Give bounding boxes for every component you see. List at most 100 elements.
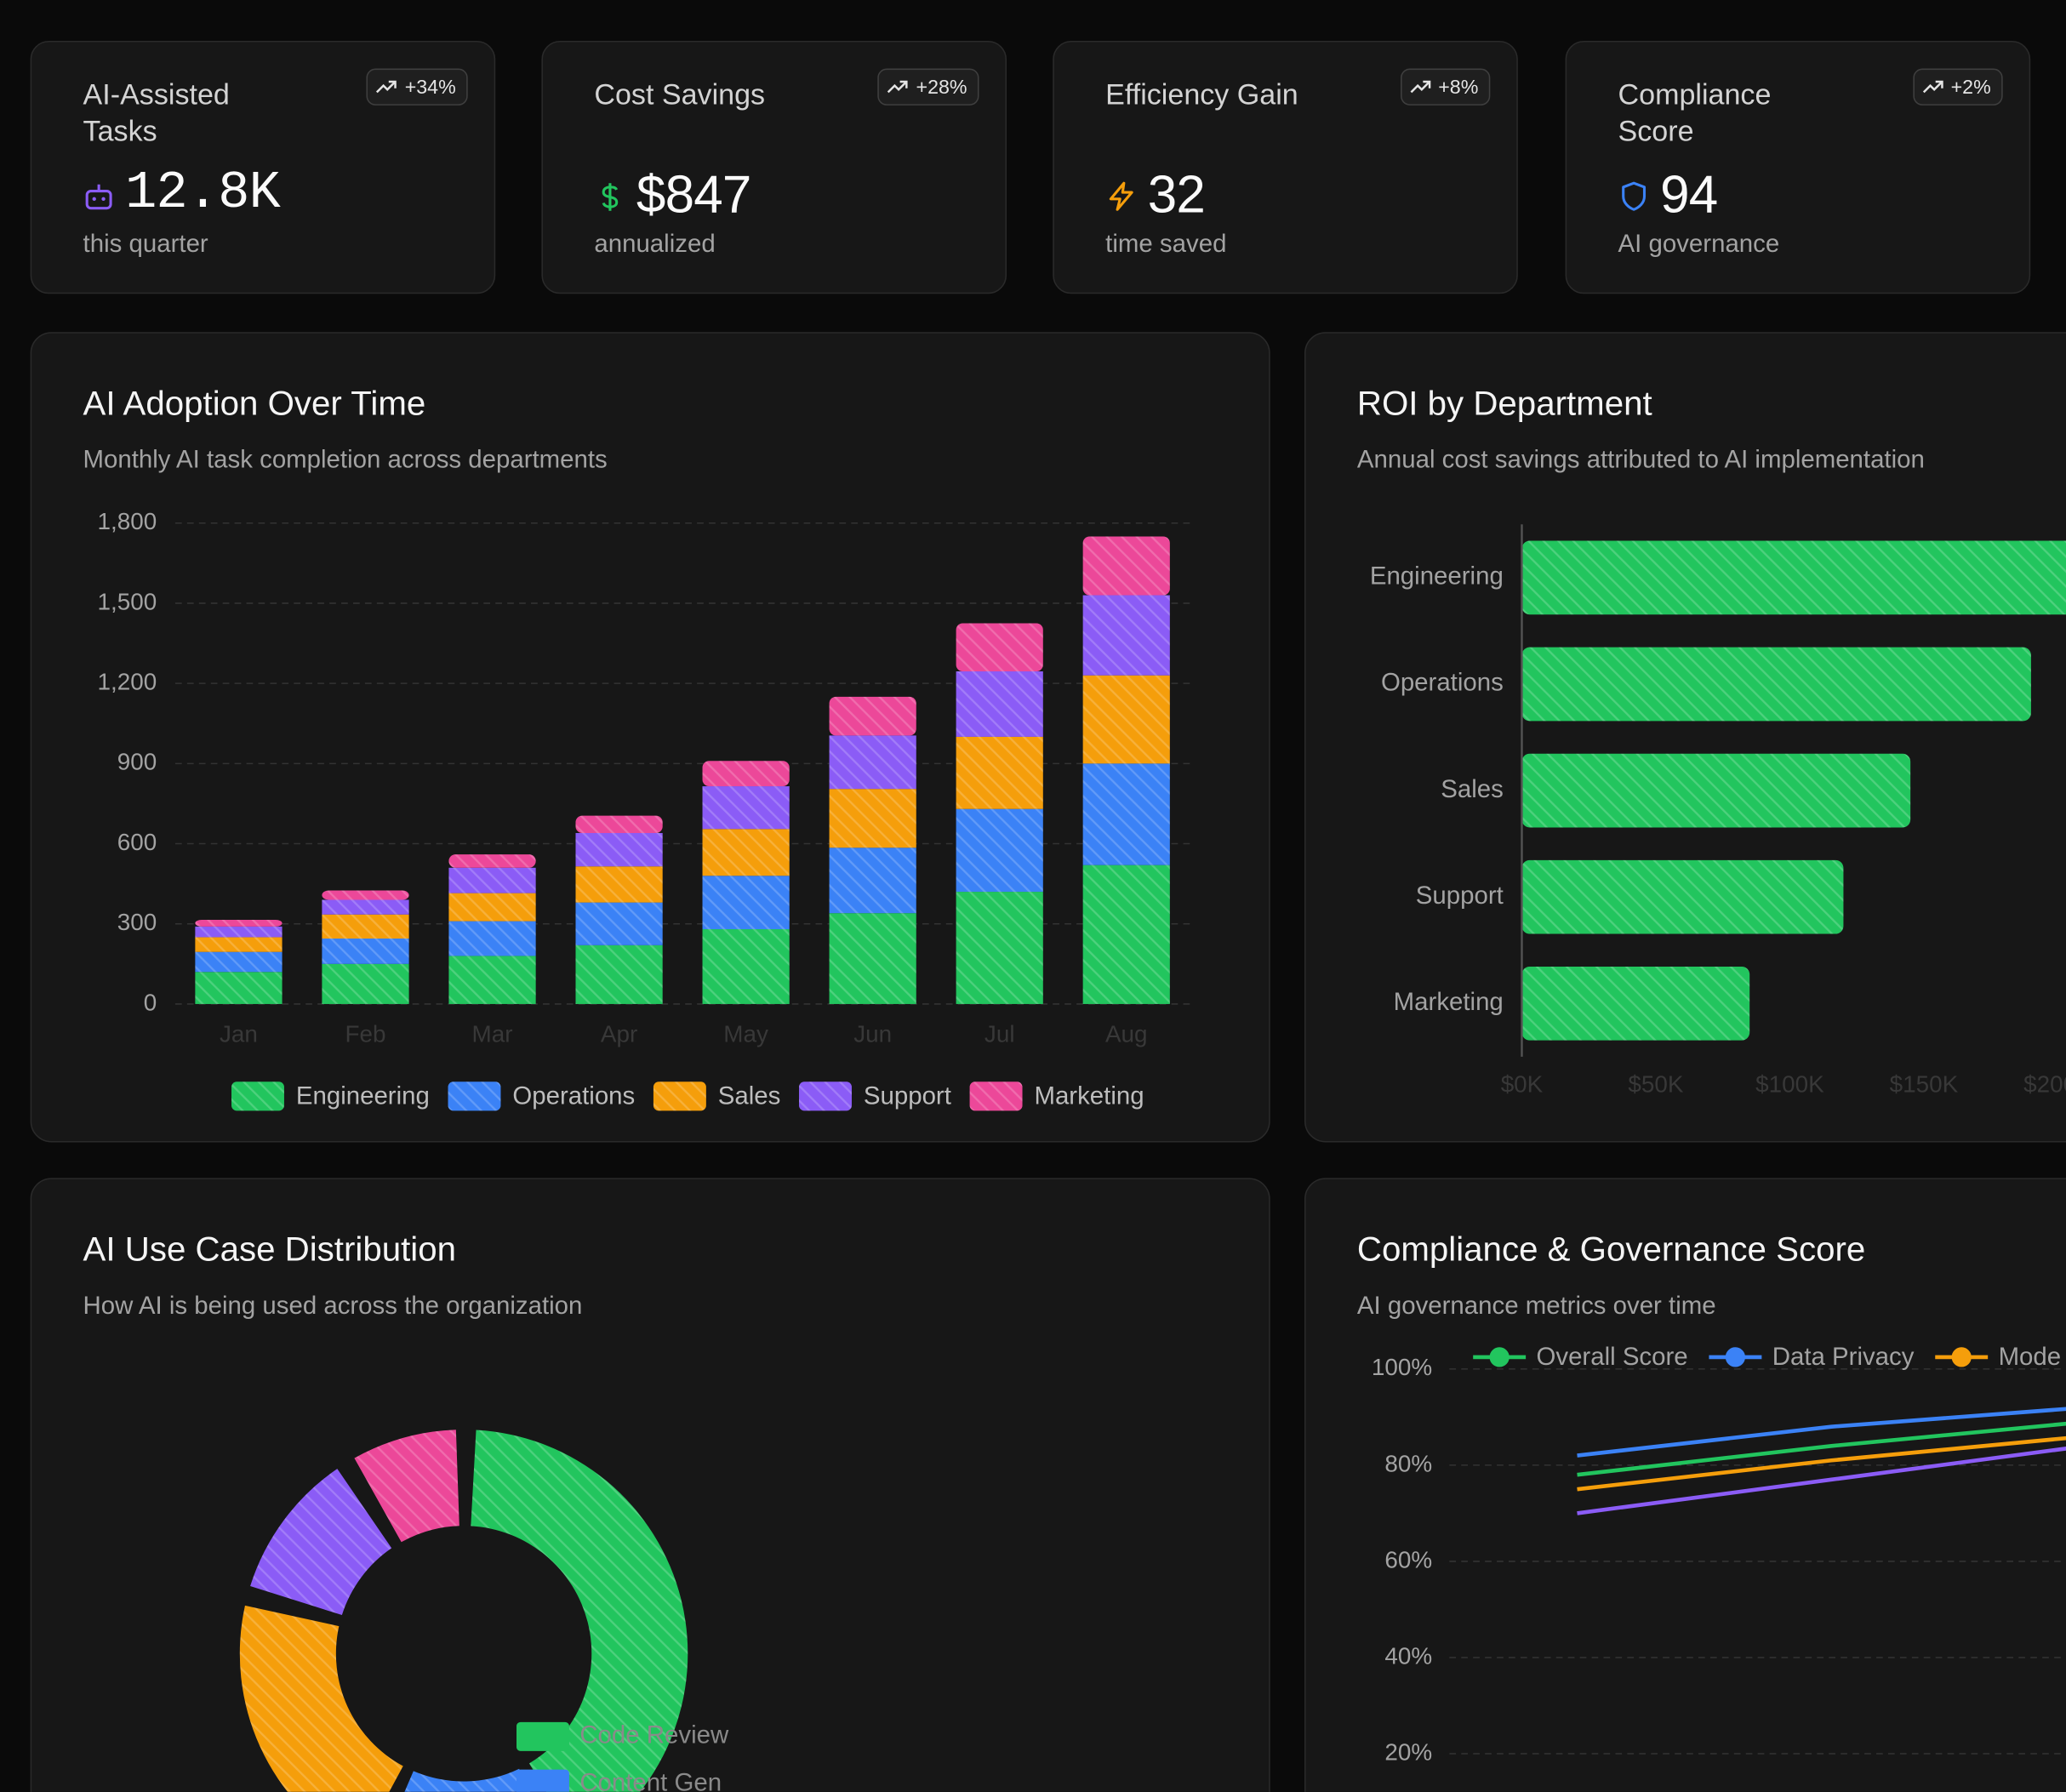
y-tick-label: Marketing	[1394, 988, 1504, 1016]
legend-label: Marketing	[1034, 1082, 1144, 1110]
legend-swatch	[516, 1721, 569, 1751]
bar-segment	[956, 623, 1043, 672]
bar-segment	[702, 876, 790, 930]
donut-slice	[471, 1430, 688, 1792]
trend-badge: +34%	[366, 68, 468, 106]
bar	[1521, 647, 2031, 722]
bar-segment	[575, 815, 663, 833]
bar-segment	[322, 914, 409, 939]
y-tick-label: Support	[1416, 882, 1504, 910]
legend-label: Support	[864, 1082, 951, 1110]
kpi-card: Efficiency Gain +8% 32 time saved	[1053, 41, 1518, 294]
bar-segment	[1082, 763, 1170, 865]
bar-segment	[575, 866, 663, 903]
kpi-title: Efficiency Gain	[1105, 77, 1298, 111]
legend-swatch	[448, 1081, 501, 1111]
kpi-title: AI-Assisted Tasks	[83, 77, 230, 148]
chart-title: ROI by Department	[1357, 385, 1652, 423]
line-series	[1577, 1447, 2066, 1515]
chart-title: AI Adoption Over Time	[83, 385, 426, 423]
legend-dot	[1725, 1347, 1746, 1367]
badge-text: +34%	[404, 76, 456, 99]
legend-label: Data Privacy	[1772, 1343, 1915, 1371]
badge-text: +2%	[1950, 76, 1991, 99]
y-tick-label: 900	[117, 749, 157, 775]
y-tick-label: 100%	[1372, 1354, 1432, 1380]
y-tick-label: 60%	[1384, 1546, 1432, 1572]
bar-segment	[1082, 595, 1170, 676]
bar-segment	[829, 696, 916, 736]
y-tick-label: Engineering	[1370, 562, 1504, 591]
bar-segment	[322, 899, 409, 915]
bar-segment	[322, 963, 409, 1004]
bar-segment	[322, 890, 409, 900]
legend-label: Engineering	[296, 1082, 430, 1110]
donut-slice	[354, 1430, 459, 1543]
kpi-card: Cost Savings +28% $847 annualized	[541, 41, 1007, 294]
bar	[1521, 753, 1911, 828]
donut-slice	[239, 1605, 403, 1792]
chart-panel	[1304, 1178, 2066, 1792]
x-tick-label: Aug	[1105, 1020, 1148, 1047]
bar-segment	[448, 921, 536, 956]
trend-badge: +8%	[1400, 68, 1491, 106]
bar-segment	[956, 808, 1043, 893]
bar-segment	[702, 829, 790, 876]
bar-segment	[956, 892, 1043, 1004]
chart-title: AI Use Case Distribution	[83, 1230, 456, 1269]
bar-segment	[575, 902, 663, 945]
bar-segment	[1082, 536, 1170, 596]
legend-label: Mode	[1999, 1343, 2062, 1371]
bar-segment	[195, 926, 283, 938]
kpi-value: 32	[1147, 166, 1206, 225]
y-tick-label: 1,800	[98, 508, 157, 534]
bar-segment	[195, 920, 283, 927]
robot-icon	[85, 184, 112, 210]
legend-swatch	[969, 1081, 1023, 1111]
chart-subtitle: Annual cost savings attributed to AI imp…	[1357, 446, 1925, 474]
y-tick-label: 80%	[1384, 1450, 1432, 1476]
kpi-title: Cost Savings	[594, 77, 766, 111]
y-tick-label: 1,500	[98, 588, 157, 614]
x-tick-label: Apr	[601, 1020, 637, 1047]
bar-segment	[195, 937, 283, 952]
bar-segment	[956, 736, 1043, 809]
bar-segment	[448, 893, 536, 922]
bar-segment	[702, 929, 790, 1004]
badge-text: +28%	[916, 76, 967, 99]
legend-swatch	[653, 1081, 706, 1111]
kpi-title: Compliance Score	[1618, 77, 1772, 148]
kpi-value: 12.8K	[125, 164, 281, 225]
bar-segment	[575, 945, 663, 1004]
bar-segment	[829, 847, 916, 914]
bar-segment	[829, 735, 916, 790]
y-tick-label: 20%	[1384, 1738, 1432, 1765]
donut-slice	[250, 1469, 392, 1616]
bar	[1521, 966, 1750, 1041]
bar	[1521, 859, 1844, 934]
legend-label: Sales	[718, 1082, 781, 1110]
chart-subtitle: Monthly AI task completion across depart…	[83, 446, 608, 474]
kpi-value: $847	[636, 166, 751, 225]
x-tick-label: $150K	[1890, 1070, 1959, 1097]
bar-segment	[829, 789, 916, 848]
x-tick-label: $0K	[1501, 1070, 1544, 1097]
bar-segment	[1082, 675, 1170, 764]
chart-subtitle: How AI is being used across the organiza…	[83, 1292, 583, 1320]
trend-icon	[376, 80, 397, 94]
kpi-subtitle: this quarter	[83, 230, 208, 259]
legend-dot	[1489, 1347, 1510, 1367]
bar-segment	[575, 832, 663, 867]
bar-segment	[448, 854, 536, 868]
legend-swatch	[516, 1769, 569, 1792]
legend-label: Overall Score	[1537, 1343, 1688, 1371]
x-tick-label: Feb	[345, 1020, 385, 1047]
y-tick-label: 0	[144, 989, 157, 1015]
x-tick-label: Jan	[220, 1020, 258, 1047]
legend-dot	[1951, 1347, 1972, 1367]
trend-badge: +28%	[877, 68, 979, 106]
dollar-icon	[602, 183, 619, 211]
kpi-subtitle: time saved	[1105, 230, 1227, 259]
bar-segment	[829, 913, 916, 1004]
